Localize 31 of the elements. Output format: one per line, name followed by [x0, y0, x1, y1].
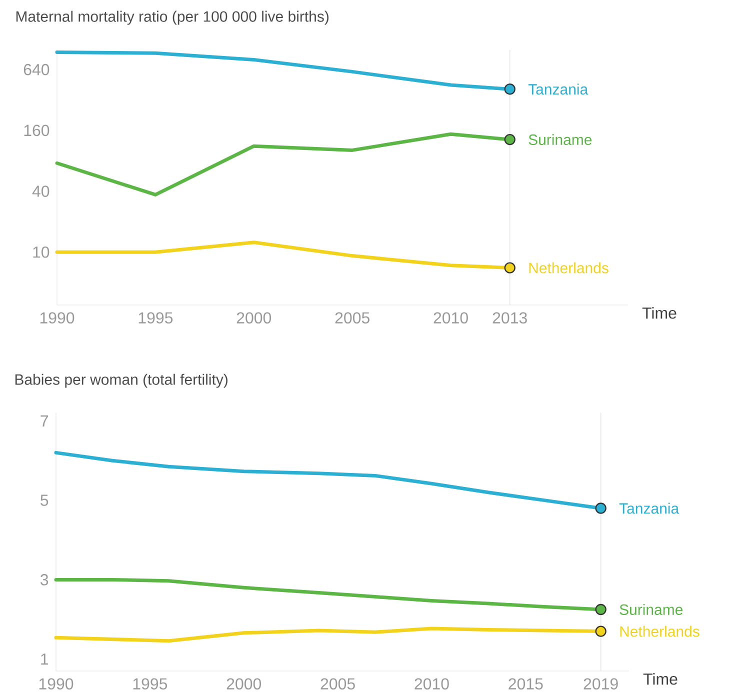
x-tick-label: 2010 [434, 312, 468, 324]
x-tick-label: 1995 [138, 312, 173, 324]
x-tick-label: 2005 [320, 678, 355, 690]
x-axis-title: Time [642, 307, 676, 319]
x-tick-label: 2013 [492, 312, 527, 324]
series-label: Tanzania [619, 502, 680, 514]
y-tick-label: 3 [40, 574, 48, 586]
series-label: Tanzania [528, 84, 588, 95]
y-tick-label: 160 [24, 124, 50, 136]
y-tick-label: 640 [24, 64, 50, 76]
y-tick-label: 1 [41, 654, 48, 665]
series-label: Netherlands [529, 262, 608, 274]
x-tick-label: 1995 [133, 678, 168, 690]
chart-title: Maternal mortality ratio (per 100 000 live births) [16, 10, 329, 25]
x-axis-title: Time [643, 673, 678, 685]
x-tick-label: 2000 [226, 678, 262, 690]
series-label: Suriname [528, 134, 592, 146]
x-tick-label: 2019 [584, 678, 618, 690]
x-tick-label: 2015 [508, 678, 543, 690]
chart-title: Babies per woman (total fertility) [15, 374, 228, 388]
x-tick-label: 1990 [40, 312, 74, 324]
x-tick-label: 1990 [39, 678, 74, 690]
y-tick-label: 10 [33, 246, 50, 258]
x-tick-label: 2010 [414, 678, 449, 690]
series-label: Netherlands [620, 626, 700, 637]
y-tick-label: 7 [40, 415, 48, 426]
series-label: Suriname [620, 604, 683, 615]
x-tick-label: 2000 [236, 312, 272, 324]
y-tick-label: 40 [32, 186, 50, 197]
y-tick-label: 5 [40, 494, 48, 506]
x-tick-label: 2005 [335, 312, 370, 324]
